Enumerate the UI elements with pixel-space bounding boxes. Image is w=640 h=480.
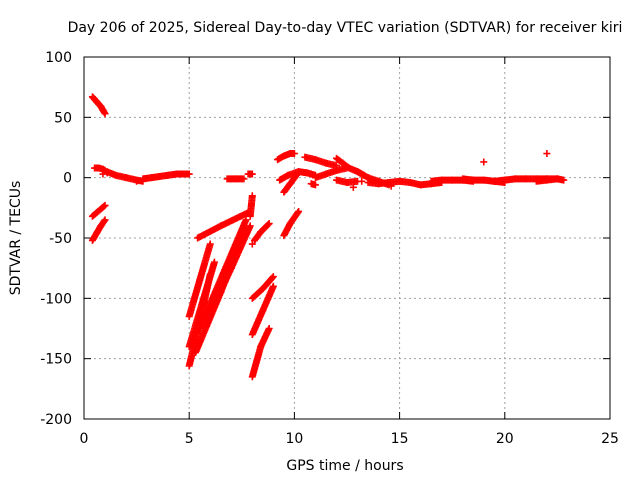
y-tick-label: -100 [40, 291, 72, 307]
x-tick-label: 20 [496, 431, 514, 447]
data-point [246, 222, 254, 230]
data-point [543, 150, 551, 158]
data-point [358, 177, 366, 185]
data-points [88, 93, 568, 381]
data-point [103, 169, 111, 177]
data-point [240, 175, 248, 183]
data-point [100, 217, 108, 225]
data-point [206, 240, 214, 248]
data-point [294, 209, 302, 217]
y-tick-label: 100 [45, 50, 72, 66]
data-point [99, 170, 107, 178]
data-point [265, 220, 273, 228]
data-point [295, 207, 303, 215]
data-point [133, 177, 141, 185]
data-point [387, 182, 395, 190]
x-tick-label: 0 [80, 431, 89, 447]
data-point [480, 158, 488, 166]
y-tick-label: -200 [40, 412, 72, 428]
plot-frame [83, 56, 611, 420]
chart-title: Day 206 of 2025, Sidereal Day-to-day VTE… [68, 20, 623, 36]
y-tick-label: -150 [40, 352, 72, 368]
data-point [100, 202, 108, 210]
y-tick-label: 50 [54, 110, 72, 126]
x-tick-label: 10 [285, 431, 303, 447]
data-point [290, 150, 298, 158]
x-tick-label: 5 [185, 431, 194, 447]
data-point [248, 170, 256, 178]
y-tick-label: 0 [63, 171, 72, 187]
x-tick-label: 25 [601, 431, 619, 447]
x-tick-label: 15 [391, 431, 409, 447]
data-point [242, 216, 250, 224]
data-point [264, 221, 272, 229]
data-point [553, 175, 561, 183]
data-point [248, 192, 256, 200]
data-point [101, 201, 109, 209]
data-point [269, 282, 277, 290]
data-point [101, 216, 109, 224]
data-point [248, 240, 256, 248]
y-tick-label: -50 [49, 231, 72, 247]
data-point [210, 258, 218, 266]
data-point [185, 170, 193, 178]
data-point [101, 110, 109, 118]
data-point [268, 274, 276, 282]
data-point [269, 273, 277, 281]
x-axis-label: GPS time / hours [286, 458, 403, 474]
tick-labels: 0 5 10 15 20 25 -200 -150 -100 -50 0 50 100 [40, 50, 619, 447]
y-axis-label: SDTVAR / TECUs [8, 181, 24, 296]
data-point [560, 176, 568, 184]
data-point [311, 181, 319, 189]
data-point [349, 183, 357, 191]
data-point [265, 325, 273, 332]
